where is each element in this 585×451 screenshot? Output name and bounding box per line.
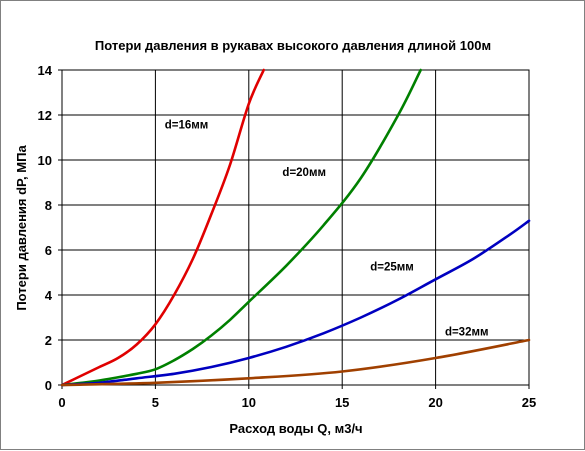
chart-title: Потери давления в рукавах высокого давле… xyxy=(95,38,491,53)
y-axis-label: Потери давления dP, МПа xyxy=(14,145,29,311)
series-label-d32: d=32мм xyxy=(445,327,489,339)
grid xyxy=(61,69,530,386)
y-tick-label: 0 xyxy=(45,378,52,393)
y-tick-label: 2 xyxy=(45,333,52,348)
series-label-d20: d=20мм xyxy=(282,167,326,179)
series xyxy=(60,68,531,387)
x-axis-label: Расход воды Q, м3/ч xyxy=(229,421,362,436)
y-tick-label: 10 xyxy=(38,153,52,168)
series-label-d16: d=16мм xyxy=(165,120,209,132)
x-tick-label: 0 xyxy=(58,395,65,410)
y-tick-label: 6 xyxy=(45,243,52,258)
x-tick-label: 10 xyxy=(242,395,256,410)
y-tick-label: 4 xyxy=(45,288,53,303)
series-line-d16 xyxy=(60,68,265,387)
y-tick-label: 14 xyxy=(38,63,53,78)
series-line-d25 xyxy=(60,219,531,387)
series-label-d25: d=25мм xyxy=(370,261,414,273)
x-tick-label: 20 xyxy=(428,395,442,410)
axes: 0 5 10 15 20 25 0 2 4 6 8 10 12 14 xyxy=(38,63,537,410)
plot-area xyxy=(61,69,530,386)
x-tick-label: 25 xyxy=(522,395,536,410)
series-line-d32 xyxy=(60,338,531,387)
y-tick-label: 12 xyxy=(38,108,52,123)
x-tick-label: 15 xyxy=(335,395,349,410)
series-line-d20 xyxy=(60,68,422,387)
x-tick-label: 5 xyxy=(152,395,159,410)
y-tick-label: 8 xyxy=(45,198,52,213)
series-labels: d=16мм d=20мм d=25мм d=32мм xyxy=(165,120,489,339)
